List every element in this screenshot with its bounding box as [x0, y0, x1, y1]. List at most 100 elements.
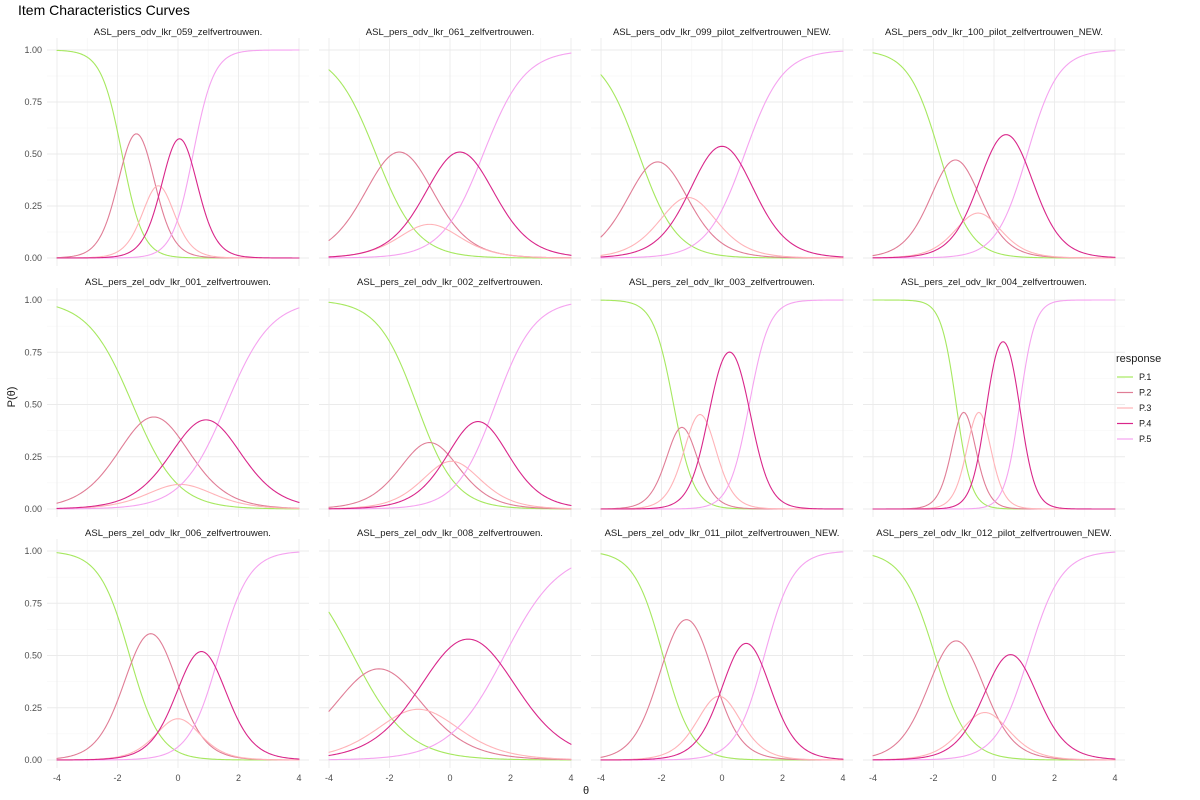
- x-tick-label: -4: [325, 773, 333, 783]
- curve-P.1: [56, 552, 300, 761]
- panel: ASL_pers_zel_odv_lkr_008_zelfvertrouwen.…: [319, 528, 581, 783]
- x-tick-label: 4: [840, 773, 845, 783]
- curve-P.4: [56, 419, 300, 509]
- x-tick-label: -2: [385, 773, 393, 783]
- curve-P.4: [600, 145, 844, 258]
- panel-title: ASL_pers_odv_lkr_099_pilot_zelfvertrouwe…: [613, 27, 831, 38]
- curve-P.3: [56, 483, 300, 510]
- x-tick-label: -2: [657, 773, 665, 783]
- panel: ASL_pers_zel_odv_lkr_003_zelfvertrouwen.: [591, 277, 853, 517]
- x-tick-label: 2: [508, 773, 513, 783]
- curve-P.3: [328, 708, 572, 760]
- curve-P.3: [328, 460, 572, 510]
- panel: ASL_pers_zel_odv_lkr_002_zelfvertrouwen.: [319, 277, 581, 517]
- x-tick-label: -2: [113, 773, 121, 783]
- x-tick-label: 2: [236, 773, 241, 783]
- panel-title: ASL_pers_odv_lkr_059_zelfvertrouwen.: [94, 27, 262, 38]
- curve-P.2: [328, 668, 572, 761]
- legend-label: P.4: [1139, 419, 1151, 429]
- curve-P.5: [328, 303, 572, 510]
- curve-P.4: [56, 651, 300, 761]
- x-tick-label: 4: [296, 773, 301, 783]
- panel: ASL_pers_zel_odv_lkr_006_zelfvertrouwen.…: [24, 528, 309, 783]
- curve-P.5: [328, 567, 572, 761]
- y-tick-label: 0.00: [24, 253, 42, 263]
- y-tick-label: 0.75: [24, 347, 42, 357]
- panel: ASL_pers_odv_lkr_100_pilot_zelfvertrouwe…: [863, 27, 1125, 266]
- legend-label: P.2: [1139, 388, 1151, 398]
- x-axis-title: θ: [583, 785, 589, 797]
- curve-P.3: [600, 414, 844, 510]
- curve-P.5: [328, 52, 572, 259]
- x-tick-label: 0: [175, 773, 180, 783]
- panel: ASL_pers_odv_lkr_099_pilot_zelfvertrouwe…: [591, 27, 853, 266]
- curve-P.5: [872, 551, 1116, 761]
- legend-label: P.1: [1139, 372, 1151, 382]
- x-tick-label: 0: [991, 773, 996, 783]
- curve-P.5: [56, 307, 300, 510]
- y-tick-label: 0.50: [24, 149, 42, 159]
- curve-P.1: [328, 611, 572, 761]
- panel-title: ASL_pers_zel_odv_lkr_004_zelfvertrouwen.: [901, 277, 1087, 288]
- facet-panels: ASL_pers_odv_lkr_059_zelfvertrouwen. 0.00…: [24, 27, 1125, 783]
- panel: ASL_pers_odv_lkr_059_zelfvertrouwen. 0.00…: [24, 27, 309, 266]
- panel-title: ASL_pers_odv_lkr_061_zelfvertrouwen.: [366, 27, 534, 38]
- panel-title: ASL_pers_zel_odv_lkr_003_zelfvertrouwen.: [629, 277, 815, 288]
- y-tick-label: 0.50: [24, 651, 42, 661]
- curve-P.4: [328, 151, 572, 258]
- curve-P.4: [600, 351, 844, 510]
- curve-P.3: [600, 695, 844, 761]
- x-tick-label: -4: [869, 773, 877, 783]
- y-tick-label: 0.00: [24, 504, 42, 514]
- x-tick-label: 0: [447, 773, 452, 783]
- curve-P.5: [872, 50, 1116, 259]
- panel: ASL_pers_zel_odv_lkr_004_zelfvertrouwen.: [863, 277, 1125, 517]
- curve-P.4: [600, 642, 844, 761]
- x-tick-label: -2: [929, 773, 937, 783]
- curve-P.4: [56, 138, 300, 259]
- x-tick-label: -4: [597, 773, 605, 783]
- x-tick-label: 2: [780, 773, 785, 783]
- x-tick-label: 4: [568, 773, 573, 783]
- y-tick-label: 0.25: [24, 452, 42, 462]
- curve-P.3: [872, 711, 1116, 761]
- y-tick-label: 1.00: [24, 295, 42, 305]
- y-axis-title: P(θ): [6, 387, 18, 408]
- curve-P.2: [56, 416, 300, 509]
- panel-title: ASL_pers_zel_odv_lkr_002_zelfvertrouwen.: [357, 277, 543, 288]
- panel: ASL_pers_zel_odv_lkr_011_pilot_zelfvertr…: [591, 528, 853, 783]
- y-tick-label: 0.50: [24, 400, 42, 410]
- y-tick-label: 0.25: [24, 201, 42, 211]
- curve-P.3: [600, 196, 844, 259]
- legend-title: response: [1116, 353, 1161, 365]
- panel-title: ASL_pers_zel_odv_lkr_011_pilot_zelfvertr…: [605, 528, 840, 539]
- x-tick-label: 4: [1112, 773, 1117, 783]
- panel-title: ASL_pers_odv_lkr_100_pilot_zelfvertrouwe…: [885, 27, 1103, 38]
- panel: ASL_pers_zel_odv_lkr_012_pilot_zelfvertr…: [863, 528, 1125, 783]
- panel: ASL_pers_odv_lkr_061_zelfvertrouwen.: [319, 27, 581, 266]
- curve-P.4: [872, 341, 1116, 510]
- y-tick-label: 1.00: [24, 546, 42, 556]
- curve-P.4: [872, 654, 1116, 761]
- curve-P.4: [328, 638, 572, 757]
- curve-P.1: [328, 69, 572, 259]
- panel: ASL_pers_zel_odv_lkr_001_zelfvertrouwen.…: [24, 277, 309, 517]
- y-tick-label: 0.00: [24, 755, 42, 765]
- legend: response P.1 P.2 P.3 P.4 P.5: [1116, 353, 1161, 444]
- panel-title: ASL_pers_zel_odv_lkr_012_pilot_zelfvertr…: [876, 528, 1112, 539]
- curve-P.4: [872, 134, 1116, 259]
- y-tick-label: 1.00: [24, 45, 42, 55]
- y-tick-label: 0.75: [24, 598, 42, 608]
- panel-title: ASL_pers_zel_odv_lkr_006_zelfvertrouwen.: [85, 528, 271, 539]
- x-tick-label: -4: [53, 773, 61, 783]
- legend-label: P.5: [1139, 434, 1151, 444]
- panel-title: ASL_pers_zel_odv_lkr_001_zelfvertrouwen.: [85, 277, 271, 288]
- curve-P.3: [872, 212, 1116, 259]
- y-tick-label: 0.75: [24, 97, 42, 107]
- chart-title: Item Characteristics Curves: [18, 2, 190, 18]
- x-tick-label: 0: [719, 773, 724, 783]
- y-tick-label: 0.25: [24, 703, 42, 713]
- legend-label: P.3: [1139, 403, 1151, 413]
- curve-P.2: [328, 442, 572, 510]
